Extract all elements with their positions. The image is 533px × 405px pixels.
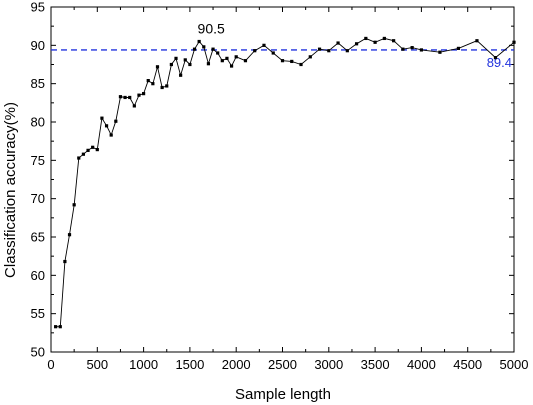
data-point: [192, 47, 197, 51]
data-point: [169, 62, 173, 67]
data-point: [95, 148, 99, 152]
plot-area: 0 500 1000 1500 2000 2500 3000 3500 4000 4500 5000…: [31, 0, 529, 372]
x-tick-label: 500: [86, 357, 108, 372]
data-point: [100, 116, 104, 120]
data-point: [179, 73, 183, 77]
y-tick-label: 80: [31, 115, 45, 130]
data-point: [410, 46, 414, 50]
data-point: [174, 56, 178, 60]
data-point: [364, 36, 368, 41]
x-tick-label: 1000: [129, 357, 158, 372]
data-point: [280, 59, 285, 63]
data-point: [197, 39, 201, 44]
data-point: [81, 152, 86, 156]
data-point: [91, 145, 95, 149]
data-point: [382, 36, 386, 41]
data-point: [354, 42, 359, 46]
y-tick-label: 60: [31, 268, 45, 283]
data-point: [317, 47, 322, 51]
data-point: [128, 95, 132, 100]
data-point: [118, 95, 123, 99]
data-point: [512, 40, 516, 44]
data-point: [345, 49, 349, 53]
data-point: [58, 325, 62, 329]
y-tick-label: 75: [31, 153, 45, 168]
data-point: [202, 45, 206, 49]
data-point: [104, 124, 109, 128]
data-point: [72, 203, 76, 207]
data-point: [253, 49, 257, 53]
x-axis-label: Sample length: [235, 386, 331, 403]
y-tick-label: 50: [31, 345, 45, 360]
data-point: [271, 51, 275, 55]
data-point: [165, 84, 169, 88]
data-point: [146, 79, 150, 83]
data-point: [54, 325, 58, 329]
data-point: [123, 95, 127, 100]
data-point: [401, 47, 405, 51]
x-tick-label: 4500: [453, 357, 482, 372]
data-point: [155, 65, 160, 69]
y-tick-label: 95: [31, 0, 45, 15]
data-point: [183, 58, 187, 62]
data-point: [151, 82, 155, 86]
data-point: [308, 55, 312, 59]
data-point: [336, 41, 340, 45]
data-point: [188, 62, 192, 67]
data-point: [160, 85, 164, 90]
x-tick-label: 5000: [500, 357, 529, 372]
data-point: [77, 156, 81, 160]
x-tick-label: 0: [47, 357, 54, 372]
data-point: [86, 148, 90, 152]
data-point: [456, 46, 461, 50]
data-point: [114, 119, 118, 123]
data-point: [299, 62, 303, 67]
data-point: [327, 49, 331, 53]
y-tick-label: 55: [31, 306, 45, 321]
data-point: [373, 40, 377, 44]
x-tick-label: 3500: [361, 357, 390, 372]
x-tick-label: 2000: [222, 357, 251, 372]
data-point: [63, 259, 67, 264]
y-axis-label: Classification accuracy(%): [2, 102, 19, 278]
data-point: [493, 56, 498, 60]
y-tick-label: 65: [31, 230, 45, 245]
data-point: [475, 39, 479, 43]
data-point: [220, 59, 224, 63]
data-point: [216, 51, 220, 55]
x-tick-label: 1500: [175, 357, 204, 372]
data-point: [290, 59, 294, 64]
data-point: [229, 64, 234, 68]
data-point: [67, 233, 72, 237]
x-tick-label: 4000: [407, 357, 436, 372]
data-point: [109, 133, 113, 137]
x-tick-label: 2500: [268, 357, 297, 372]
data-point: [211, 47, 215, 51]
y-tick-label: 90: [31, 38, 45, 53]
peak-annotation-label: 90.5: [198, 21, 225, 37]
data-point: [438, 50, 442, 54]
data-point: [234, 55, 238, 59]
data-point: [142, 92, 146, 96]
y-tick-label: 70: [31, 191, 45, 206]
reference-line-label: 89.4: [487, 55, 512, 70]
data-point: [225, 56, 229, 60]
y-tick-label: 85: [31, 76, 45, 91]
data-point: [262, 43, 266, 47]
data-point: [419, 48, 423, 52]
x-tick-label: 3000: [314, 357, 343, 372]
data-point: [206, 62, 211, 66]
data-point: [132, 104, 136, 108]
data-point: [137, 93, 141, 97]
data-point: [243, 59, 248, 63]
data-point: [392, 39, 396, 43]
